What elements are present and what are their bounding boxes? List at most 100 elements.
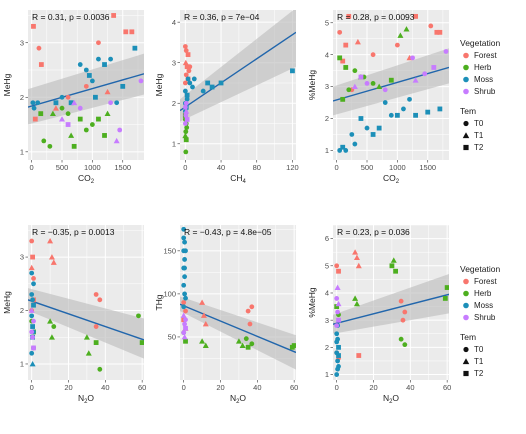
data-point-moss	[334, 372, 340, 377]
data-point-moss	[191, 76, 197, 82]
data-point-moss	[132, 45, 138, 51]
data-point-moss	[336, 353, 341, 358]
data-point-forest	[354, 38, 361, 45]
x-tick-label: 0	[335, 163, 339, 172]
confidence-band	[28, 53, 144, 125]
data-point-herb	[397, 32, 404, 38]
data-point-forest	[184, 64, 190, 70]
data-point-moss	[184, 92, 190, 98]
y-tick-label: 2	[325, 114, 329, 123]
confidence-band	[333, 273, 449, 334]
data-point-forest	[52, 105, 59, 111]
data-point-moss	[120, 83, 126, 89]
legend-label: T2	[474, 143, 484, 152]
legend-label: Herb	[474, 63, 492, 72]
data-point-forest	[30, 254, 36, 260]
legend-title-vegetation: Vegetation	[460, 38, 500, 48]
y-tick-label: 6	[325, 234, 329, 243]
data-point-herb	[343, 65, 349, 70]
data-point-moss	[218, 80, 224, 86]
data-point-shrub	[183, 100, 189, 106]
data-point-moss	[340, 144, 346, 150]
y-tick-label: 5	[325, 18, 329, 27]
y-axis-label: MeHg	[2, 73, 12, 96]
legend-label: Moss	[474, 75, 493, 84]
x-tick-label: 60	[138, 383, 146, 392]
data-point-moss	[35, 100, 41, 106]
x-axis-label: N2O	[78, 393, 94, 405]
data-point-herb	[370, 81, 376, 86]
data-point-forest	[200, 312, 207, 318]
data-point-moss	[343, 148, 349, 153]
x-tick-label: 1500	[419, 163, 436, 172]
data-point-moss	[290, 68, 295, 74]
data-point-herb	[239, 342, 246, 348]
legend-key-t0	[463, 346, 469, 353]
data-point-forest	[31, 276, 36, 281]
data-point-forest	[370, 52, 376, 58]
data-point-shrub	[410, 55, 415, 61]
data-point-moss	[182, 274, 188, 280]
legend-key-t2	[463, 144, 469, 151]
data-point-moss	[89, 78, 95, 84]
data-point-moss	[96, 56, 101, 62]
x-axis-label: CO2	[78, 173, 95, 185]
data-point-forest	[202, 321, 209, 327]
data-point-forest	[83, 83, 89, 89]
data-point-herb	[202, 342, 209, 348]
y-tick-label: 3	[172, 58, 176, 67]
legend-title-tem: Tem	[460, 332, 476, 342]
data-point-moss	[182, 291, 188, 297]
legend-key-t1	[462, 132, 470, 139]
y-tick-label: 5	[325, 261, 329, 270]
data-point-herb	[249, 341, 255, 347]
data-point-herb	[442, 296, 448, 301]
data-point-moss	[182, 239, 188, 245]
data-point-shrub	[412, 77, 419, 83]
data-point-forest	[47, 238, 54, 244]
x-tick-label: 1500	[114, 163, 131, 172]
data-point-moss	[209, 84, 215, 90]
data-point-forest	[93, 324, 99, 329]
y-tick-label: 50	[168, 333, 176, 342]
x-tick-label: 120	[286, 163, 299, 172]
trend-line	[333, 293, 449, 325]
data-point-forest	[428, 23, 434, 29]
data-point-herb	[340, 96, 346, 102]
correlation-annotation: R = 0.23, p = 0.036	[337, 227, 410, 237]
data-point-moss	[370, 132, 376, 137]
data-point-shrub	[334, 323, 340, 329]
x-tick-label: 80	[253, 163, 261, 172]
legend-key-shrub	[463, 88, 469, 95]
y-axis-label: %MeHg	[307, 70, 317, 101]
data-point-herb	[51, 324, 57, 329]
data-point-shrub	[138, 78, 144, 84]
data-point-shrub	[59, 116, 66, 122]
data-point-forest	[249, 304, 255, 310]
x-tick-label: 40	[253, 383, 261, 392]
data-point-herb	[444, 285, 449, 290]
y-tick-label: 3	[20, 253, 24, 262]
data-point-moss	[77, 62, 83, 67]
y-tick-label: 4	[325, 289, 329, 298]
legend-key-t0	[463, 120, 469, 127]
data-point-herb	[41, 138, 47, 144]
legend-key-herb	[463, 290, 469, 297]
y-tick-label: 4	[325, 50, 329, 59]
data-point-forest	[187, 64, 193, 70]
data-point-moss	[335, 366, 341, 372]
legend-title-vegetation: Vegetation	[460, 264, 500, 274]
data-point-herb	[235, 338, 242, 344]
data-point-shrub	[71, 99, 78, 106]
x-axis-label: N2O	[383, 393, 399, 405]
data-point-forest	[96, 40, 101, 46]
data-point-moss	[29, 360, 36, 367]
points-layer	[182, 44, 295, 155]
y-tick-label: 2	[325, 343, 329, 352]
y-tick-label: 3	[325, 316, 329, 325]
data-point-herb	[184, 125, 190, 130]
data-point-shrub	[358, 74, 364, 80]
y-tick-label: 2	[20, 306, 24, 315]
fit-layer	[28, 288, 144, 359]
